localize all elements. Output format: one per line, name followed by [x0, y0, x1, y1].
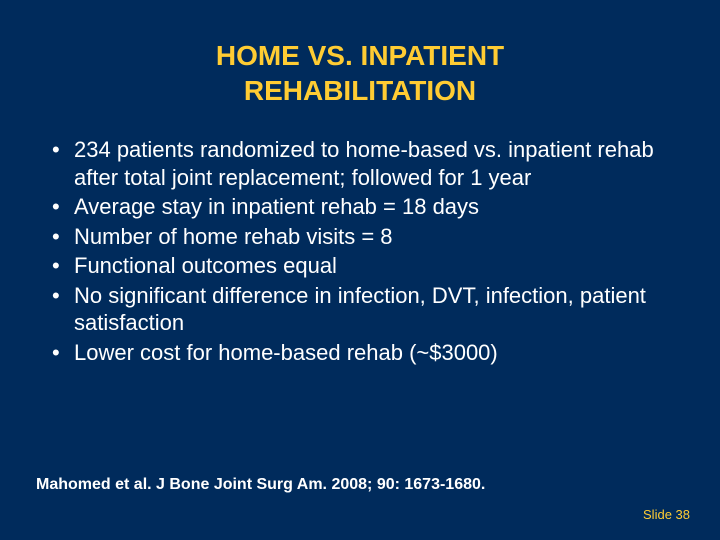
list-item: Average stay in inpatient rehab = 18 day…	[50, 193, 670, 221]
slide-title: HOME VS. INPATIENT REHABILITATION	[0, 0, 720, 108]
list-item: Functional outcomes equal	[50, 252, 670, 280]
bullet-text: No significant difference in infection, …	[74, 283, 646, 336]
bullet-text: 234 patients randomized to home-based vs…	[74, 137, 654, 190]
title-line-2: REHABILITATION	[244, 75, 476, 106]
bullet-text: Functional outcomes equal	[74, 253, 337, 278]
bullet-text: Average stay in inpatient rehab = 18 day…	[74, 194, 479, 219]
bullet-list: 234 patients randomized to home-based vs…	[50, 136, 670, 366]
slide: HOME VS. INPATIENT REHABILITATION 234 pa…	[0, 0, 720, 540]
slide-number: Slide 38	[643, 507, 690, 522]
list-item: No significant difference in infection, …	[50, 282, 670, 337]
list-item: 234 patients randomized to home-based vs…	[50, 136, 670, 191]
title-line-1: HOME VS. INPATIENT	[216, 40, 504, 71]
slide-body: 234 patients randomized to home-based vs…	[0, 108, 720, 366]
citation-text: Mahomed et al. J Bone Joint Surg Am. 200…	[36, 476, 485, 494]
list-item: Number of home rehab visits = 8	[50, 223, 670, 251]
bullet-text: Lower cost for home-based rehab (~$3000)	[74, 340, 498, 365]
list-item: Lower cost for home-based rehab (~$3000)	[50, 339, 670, 367]
bullet-text: Number of home rehab visits = 8	[74, 224, 393, 249]
